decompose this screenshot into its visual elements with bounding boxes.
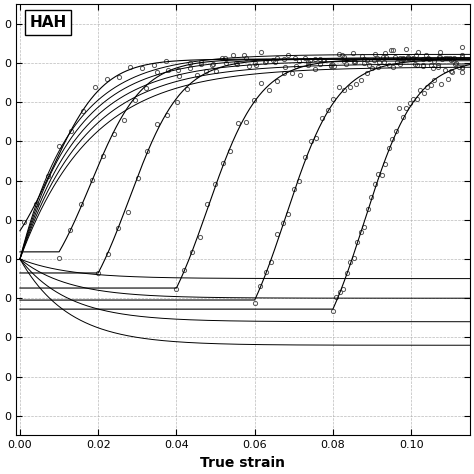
X-axis label: True strain: True strain: [201, 456, 285, 470]
Text: HAH: HAH: [30, 15, 67, 30]
